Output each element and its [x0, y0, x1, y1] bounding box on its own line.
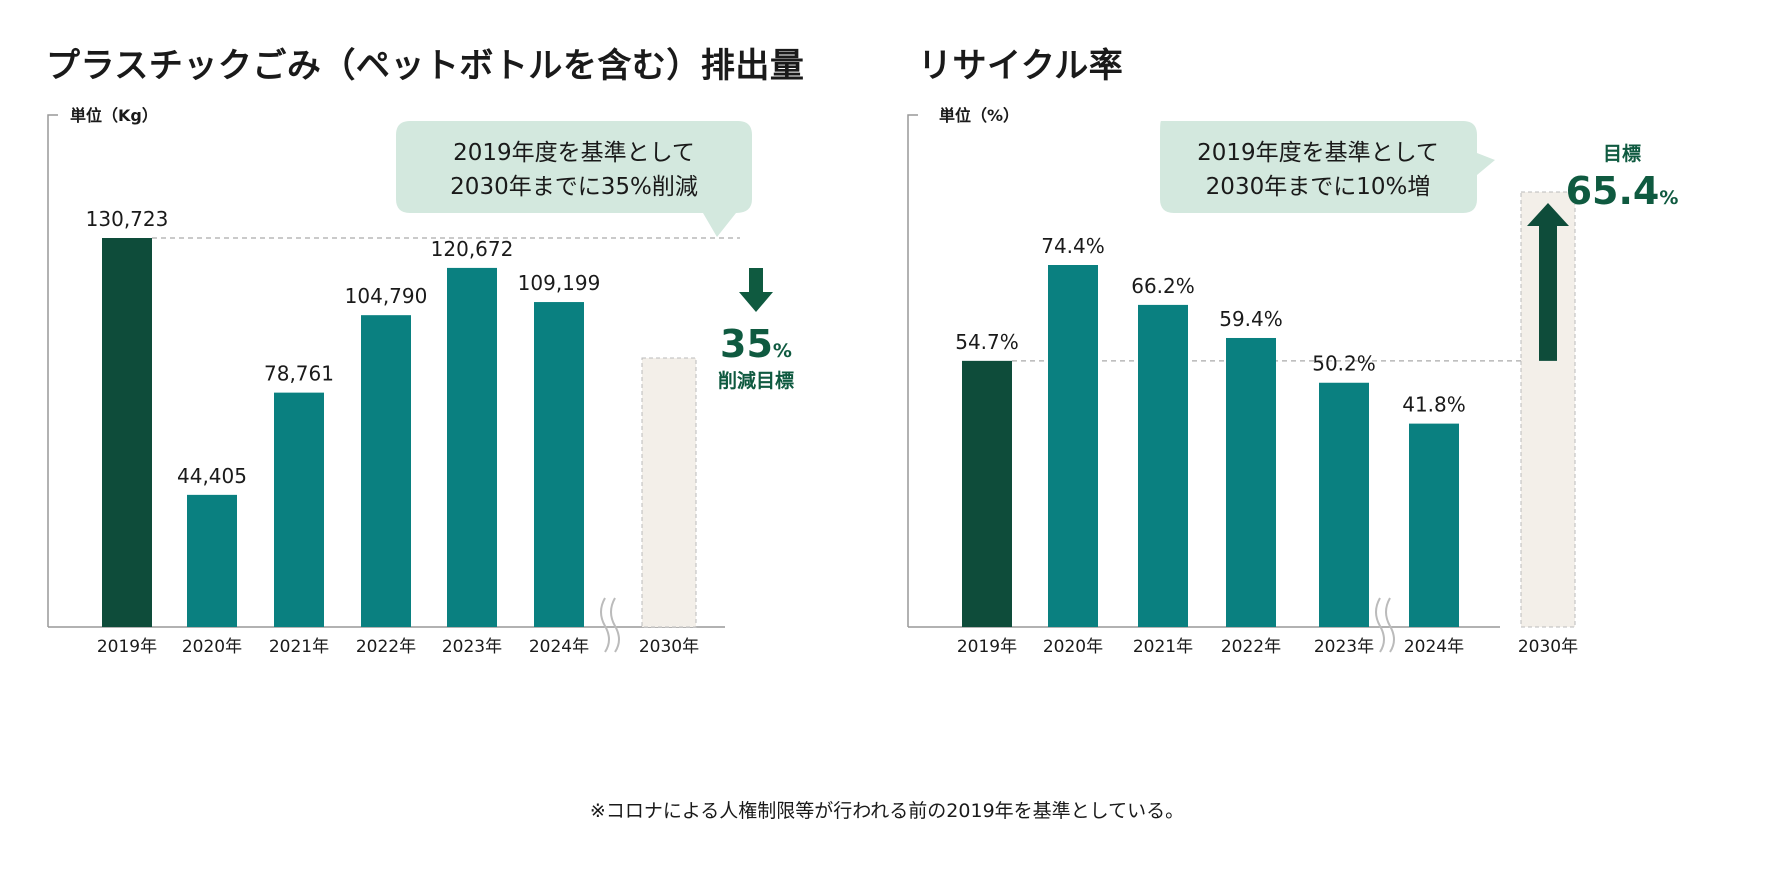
recycling-data-label-0: 54.7% [955, 330, 1019, 354]
recycling-tick-label-3: 2022年 [1221, 637, 1281, 657]
emissions-bar-0 [102, 238, 152, 627]
emissions-data-label-4: 120,672 [431, 237, 514, 261]
recycling-tick-label-0: 2019年 [957, 637, 1017, 657]
recycling-axis-break-0 [1375, 597, 1385, 653]
recycling-data-label-4: 50.2% [1312, 352, 1376, 376]
reduction-target-label: 削減目標 [718, 369, 794, 392]
emissions-data-label-2: 78,761 [264, 362, 334, 386]
emissions-tick-label-2: 2021年 [269, 637, 329, 657]
emissions-tick-label-0: 2019年 [97, 637, 157, 657]
emissions-tick-label-5: 2024年 [529, 637, 589, 657]
recycling-unit-label: 単位（%） [939, 106, 1019, 125]
emissions-bar-2 [274, 392, 324, 627]
recycling-axis-break-1 [1385, 597, 1395, 653]
reduction-arrow-icon [739, 268, 773, 312]
emissions-bar-3 [361, 315, 411, 627]
recycling-y-axis [907, 114, 918, 627]
recycling-increase-arrow-icon [1527, 203, 1569, 361]
footnote: ※コロナによる人権制限等が行われる前の2019年を基準としている。 [589, 800, 1185, 822]
emissions-callout-line-2: 2030年までに35%削減 [450, 174, 698, 200]
emissions-callout: 2019年度を基準として 2030年までに35%削減 [396, 121, 752, 237]
emissions-axis-break-0 [600, 597, 610, 653]
emissions-callout-bubble [396, 121, 752, 237]
emissions-unit-label: 単位（Kg） [70, 106, 158, 125]
emissions-axis-break-1 [610, 597, 620, 653]
recycling-bar-2 [1138, 304, 1188, 627]
recycling-tick-label-1: 2020年 [1043, 637, 1103, 657]
emissions-tick-label-1: 2020年 [182, 637, 242, 657]
recycling-tick-label-5: 2024年 [1404, 637, 1464, 657]
recycling-target-label: 目標 [1603, 142, 1641, 165]
recycling-callout-bubble [1160, 121, 1495, 213]
recycling-tick-label-6: 2030年 [1518, 637, 1578, 657]
recycling-data-label-2: 66.2% [1131, 274, 1195, 298]
recycling-target-value: 65.4% [1566, 169, 1679, 213]
reduction-target-value: 35% [720, 322, 792, 366]
emissions-data-label-0: 130,723 [86, 207, 169, 231]
recycling-data-label-5: 41.8% [1402, 393, 1466, 417]
emissions-chart-title: プラスチックごみ（ペットボトルを含む）排出量 [46, 46, 805, 86]
emissions-bar-1 [187, 494, 237, 627]
recycling-callout-line-2: 2030年までに10%増 [1206, 174, 1431, 200]
emissions-data-label-3: 104,790 [345, 284, 428, 308]
recycling-bar-3 [1226, 337, 1276, 627]
emissions-tick-label-6: 2030年 [639, 637, 699, 657]
recycling-chart: 単位（%） 2019年度を基準として 2030年までに10%増 54.7% 201… [907, 106, 1679, 657]
recycling-callout: 2019年度を基準として 2030年までに10%増 [1160, 121, 1495, 213]
recycling-bar-0 [962, 360, 1012, 627]
recycling-callout-line-1: 2019年度を基準として [1197, 140, 1439, 166]
emissions-target-box [641, 357, 697, 628]
emissions-data-label-1: 44,405 [177, 464, 247, 488]
emissions-callout-line-1: 2019年度を基準として [453, 140, 695, 166]
emissions-y-axis [47, 114, 58, 627]
emissions-bar-5 [534, 302, 584, 627]
recycling-bar-4 [1319, 382, 1369, 627]
emissions-bar-4 [447, 267, 497, 627]
recycling-bar-1 [1048, 265, 1098, 627]
emissions-target: 35% 削減目標 [718, 268, 794, 392]
recycling-tick-label-2: 2021年 [1133, 637, 1193, 657]
recycling-target: 目標 65.4% [1566, 142, 1679, 213]
recycling-bar-5 [1409, 423, 1459, 627]
recycling-data-label-1: 74.4% [1041, 234, 1105, 258]
emissions-data-label-5: 109,199 [518, 271, 601, 295]
emissions-tick-label-3: 2022年 [356, 637, 416, 657]
emissions-tick-label-4: 2023年 [442, 637, 502, 657]
recycling-data-label-3: 59.4% [1219, 307, 1283, 331]
recycling-chart-title: リサイクル率 [918, 46, 1124, 86]
recycling-tick-label-4: 2023年 [1314, 637, 1374, 657]
emissions-chart: 単位（Kg） 2019年度を基準として 2030年までに35%削減 130,72… [47, 106, 794, 657]
